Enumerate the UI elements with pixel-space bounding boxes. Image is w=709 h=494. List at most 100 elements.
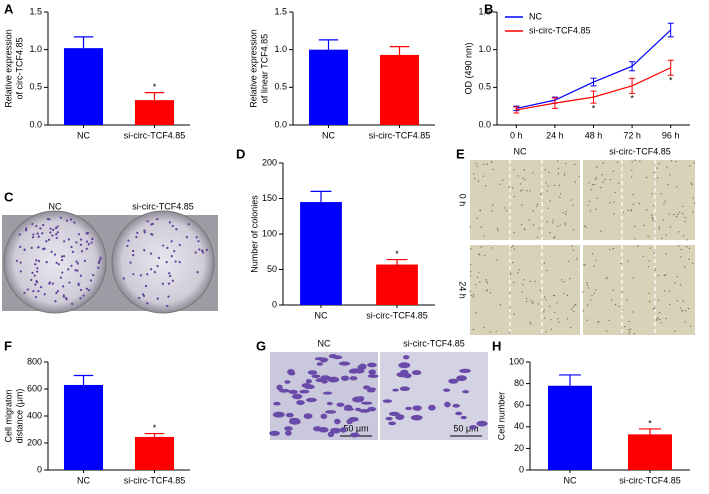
cell [469,290,471,293]
cell [284,426,293,431]
colony [126,244,129,248]
cell [654,307,656,309]
cell [600,230,602,232]
cell [484,254,486,257]
x-tick-label: 0 h [510,130,523,140]
cell [523,279,525,281]
colony [70,264,73,268]
cell [684,220,686,223]
y-axis-label: Number of colonies [249,195,259,273]
cell [361,401,373,405]
cell [486,289,488,291]
x-tick-label: NC [77,475,90,485]
colony [127,239,130,242]
cell [587,204,589,207]
cell [567,260,570,263]
cell [469,425,478,430]
error-bar [590,90,597,104]
cell [566,318,569,320]
y-tick-label: 1.5 [478,6,491,16]
error-bar [551,97,558,109]
cell [497,229,499,232]
cell [632,311,634,313]
cell [665,234,668,236]
colony [168,221,171,224]
y-axis-label: of linear TCF4.85 [259,34,269,103]
cell [675,215,678,218]
colony [169,274,172,278]
row-label: 24 h [458,281,468,299]
colony [79,297,82,300]
cell [656,167,658,169]
dish [111,210,215,314]
cell [563,174,566,176]
cell [505,210,508,212]
cell [686,246,688,248]
cell [621,290,623,293]
cell [675,160,677,163]
cell [682,205,684,208]
colony [74,269,77,272]
colony [132,254,135,257]
cell [334,418,341,425]
cell [566,294,569,297]
cell [523,169,526,171]
cell [651,214,653,217]
significance: * [648,418,652,428]
cell [610,299,613,301]
cell [552,294,555,297]
colony [139,274,143,277]
cell [547,207,549,209]
bar [134,100,175,125]
colony [24,229,28,232]
cell [452,403,460,408]
cell [578,175,580,178]
cell [486,290,488,292]
cell [477,180,480,182]
cell [678,245,680,247]
wound-photo [470,160,580,240]
cell [645,176,648,179]
cell [571,245,573,247]
cell [523,228,525,231]
cell [316,362,323,366]
cell [621,309,624,311]
cell [336,402,345,407]
y-tick-label: 0 [37,464,42,474]
cell [532,224,535,226]
cell [285,430,292,436]
cell [570,308,573,310]
y-tick-label: 0.5 [478,82,491,92]
cell [682,300,684,302]
colony [170,254,173,258]
colony [185,236,189,239]
colony [166,304,169,308]
colony [135,235,138,239]
y-axis-label: Relative expression [248,29,258,108]
cell [552,236,555,239]
cell [489,331,492,333]
cell [654,269,656,271]
colony [131,249,135,253]
cell [550,319,552,321]
colony [138,296,141,300]
cell [545,299,547,301]
colony [198,248,201,251]
cell [531,302,534,305]
colony [156,264,159,268]
cell [627,260,629,263]
panel-letter: H [492,338,501,353]
cell [663,274,666,277]
cell [691,183,694,186]
cell [602,162,604,164]
colony [156,297,159,300]
colony [19,261,22,264]
colony [19,245,22,248]
cell [630,210,633,212]
cell [367,362,377,368]
colony [34,295,38,299]
cell [548,171,550,174]
colony [50,250,53,253]
y-tick-label: 1.0 [29,44,42,54]
cell [526,190,528,192]
